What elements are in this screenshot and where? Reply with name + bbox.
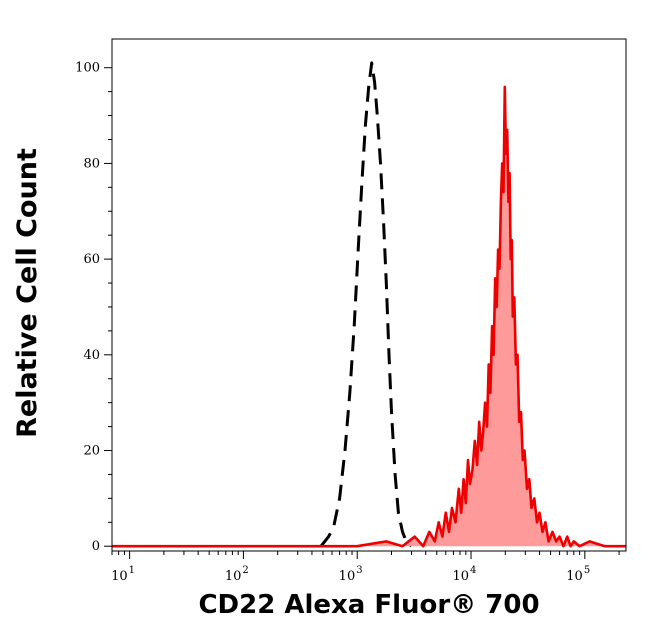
y-tick-label-2: 40 bbox=[83, 348, 100, 363]
x-tick-exp-1: 2 bbox=[242, 565, 248, 576]
x-tick-base-0: 10 bbox=[111, 569, 128, 584]
y-tick-label-0: 0 bbox=[92, 539, 100, 554]
x-tick-exp-2: 3 bbox=[356, 565, 362, 576]
x-tick-base-4: 10 bbox=[566, 569, 583, 584]
x-tick-exp-4: 5 bbox=[584, 565, 590, 576]
series-layer bbox=[112, 61, 626, 548]
x-tick-base-3: 10 bbox=[452, 569, 469, 584]
y-tick-label-5: 100 bbox=[75, 61, 100, 76]
x-tick-label-4: 10 5 bbox=[566, 565, 590, 584]
y-tick-label-1: 20 bbox=[83, 444, 100, 459]
plot-frame bbox=[111, 38, 627, 552]
y-tick-label-4: 80 bbox=[83, 156, 100, 171]
series-0-dashed-line bbox=[319, 61, 413, 548]
x-tick-label-0: 10 1 bbox=[111, 565, 135, 584]
series-1-fill bbox=[112, 86, 626, 547]
x-tick-base-2: 10 bbox=[339, 569, 356, 584]
x-axis-title: CD22 Alexa Fluor® 700 bbox=[198, 590, 540, 620]
series-1-line bbox=[112, 85, 626, 548]
x-tick-exp-0: 1 bbox=[129, 565, 135, 576]
x-tick-base-1: 10 bbox=[225, 569, 242, 584]
x-tick-exp-3: 4 bbox=[470, 565, 476, 576]
x-tick-label-2: 10 3 bbox=[339, 565, 363, 584]
y-axis-title: Relative Cell Count bbox=[12, 148, 43, 438]
x-tick-label-3: 10 4 bbox=[452, 565, 476, 584]
x-tick-label-1: 10 2 bbox=[225, 565, 249, 584]
y-tick-label-3: 60 bbox=[83, 252, 100, 267]
